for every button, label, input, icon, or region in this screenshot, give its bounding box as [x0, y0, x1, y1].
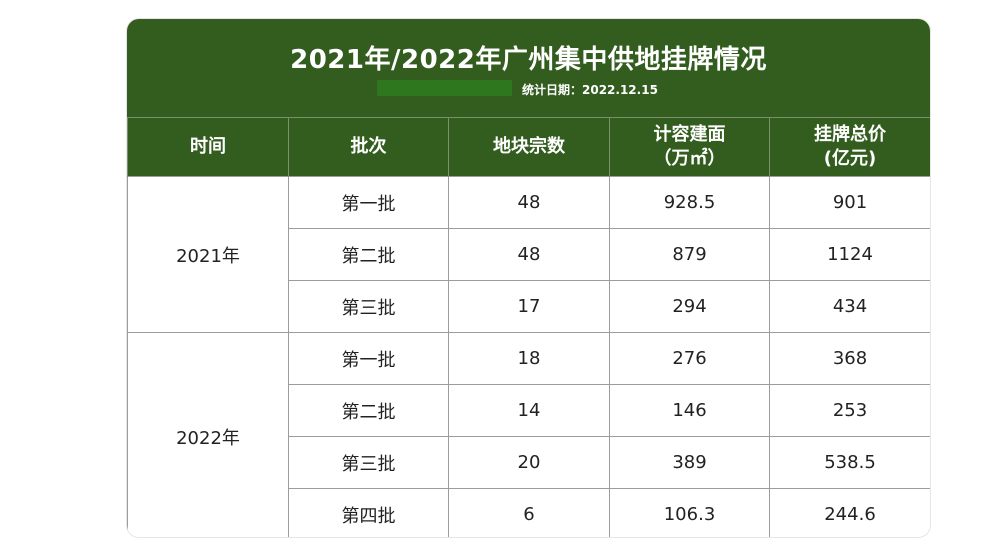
price-cell: 1124 — [769, 228, 930, 281]
year-cell: 2021年 — [127, 176, 289, 333]
lots-cell: 48 — [448, 228, 610, 281]
date-label: 统计日期：2022.12.15 — [522, 83, 658, 97]
header-price-line1: 挂牌总价 — [814, 124, 886, 145]
lots-cell: 14 — [448, 384, 610, 437]
price-cell: 368 — [769, 332, 930, 385]
batch-cell: 第二批 — [288, 384, 449, 437]
lots-cell: 20 — [448, 436, 610, 489]
area-cell: 294 — [609, 280, 770, 333]
table-row: 第二批 48 879 1124 — [128, 228, 930, 281]
batch-cell: 第一批 — [288, 332, 449, 385]
batch-cell: 第二批 — [288, 228, 449, 281]
table-row: 第三批 20 389 538.5 — [128, 436, 930, 489]
price-cell: 901 — [769, 176, 930, 229]
table-row: 2022年 第一批 18 276 368 — [127, 332, 930, 537]
price-cell: 538.5 — [769, 436, 930, 489]
table-card: 2021年/2022年广州集中供地挂牌情况 统计日期：2022.12.15 时间… — [127, 19, 930, 537]
year-cell: 2022年 — [127, 332, 289, 537]
header-area: 计容建面 （万㎡） — [609, 117, 770, 177]
area-cell: 389 — [609, 436, 770, 489]
header-time: 时间 — [127, 117, 289, 177]
header-price: 挂牌总价 (亿元) — [769, 117, 930, 177]
date-highlight — [377, 80, 512, 96]
header-batch: 批次 — [288, 117, 449, 177]
lots-cell: 17 — [448, 280, 610, 333]
batch-cell: 第三批 — [288, 436, 449, 489]
batch-cell: 第三批 — [288, 280, 449, 333]
table-row: 第四批 6 106.3 244.6 — [128, 488, 930, 537]
page-title: 2021年/2022年广州集中供地挂牌情况 — [290, 45, 767, 75]
area-cell: 928.5 — [609, 176, 770, 229]
price-cell: 253 — [769, 384, 930, 437]
lots-cell: 48 — [448, 176, 610, 229]
header-row: 时间 批次 地块宗数 计容建面 （万㎡） 挂牌总价 (亿元) — [127, 117, 930, 177]
header-area-line2: （万㎡） — [653, 148, 726, 169]
batch-cell: 第四批 — [288, 488, 449, 537]
price-cell: 434 — [769, 280, 930, 333]
title-band: 2021年/2022年广州集中供地挂牌情况 统计日期：2022.12.15 — [127, 19, 930, 117]
header-price-line2: (亿元) — [823, 148, 877, 169]
table-row: 第三批 17 294 434 — [128, 280, 930, 333]
lots-cell: 6 — [448, 488, 610, 537]
table-row: 第二批 14 146 253 — [128, 384, 930, 437]
header-area-line1: 计容建面 — [653, 124, 726, 145]
area-cell: 276 — [609, 332, 770, 385]
lots-cell: 18 — [448, 332, 610, 385]
header-lots: 地块宗数 — [448, 117, 610, 177]
area-cell: 146 — [609, 384, 770, 437]
land-supply-table: 时间 批次 地块宗数 计容建面 （万㎡） 挂牌总价 (亿元) 2021年 第一批… — [127, 117, 930, 537]
area-cell: 106.3 — [609, 488, 770, 537]
area-cell: 879 — [609, 228, 770, 281]
batch-cell: 第一批 — [288, 176, 449, 229]
price-cell: 244.6 — [769, 488, 930, 537]
table-row: 2021年 第一批 48 928.5 901 — [127, 176, 930, 333]
